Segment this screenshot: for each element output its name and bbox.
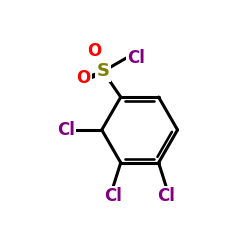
Text: O: O (87, 42, 101, 60)
Text: Cl: Cl (104, 187, 122, 205)
Text: Cl: Cl (157, 187, 175, 205)
Text: S: S (96, 62, 110, 80)
Text: O: O (76, 69, 91, 87)
Text: Cl: Cl (57, 121, 75, 139)
Text: Cl: Cl (128, 49, 146, 67)
